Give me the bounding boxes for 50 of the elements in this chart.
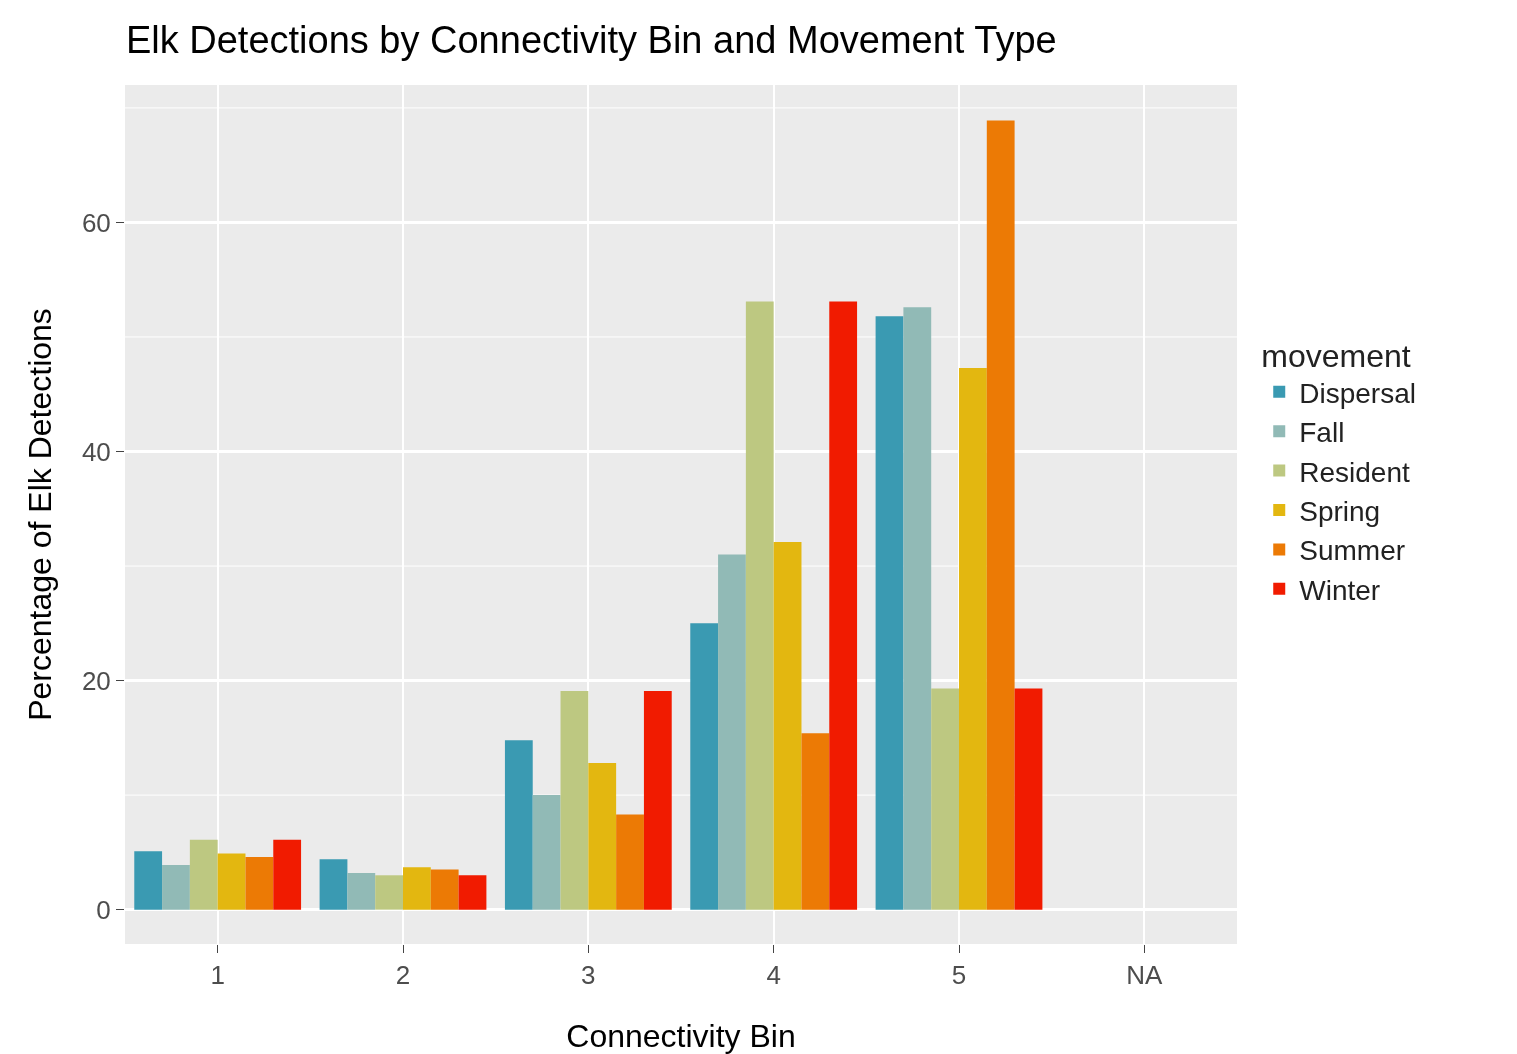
- y-tick-label: 40: [81, 436, 111, 467]
- bar: [903, 307, 932, 910]
- legend-label: Dispersal: [1299, 377, 1416, 409]
- bar: [643, 690, 672, 910]
- bar: [773, 541, 802, 910]
- x-tick-label: 1: [210, 960, 225, 991]
- chart-title: Elk Detections by Connectivity Bin and Movement Type: [125, 18, 1057, 61]
- x-tick-label: 4: [766, 960, 781, 991]
- bar: [217, 853, 246, 910]
- bar: [189, 839, 218, 910]
- bar: [162, 864, 190, 910]
- x-axis-title: Connectivity Bin: [566, 1018, 796, 1054]
- bar: [560, 690, 589, 910]
- bar: [430, 869, 459, 910]
- legend-label: Winter: [1299, 574, 1381, 606]
- bar: [458, 875, 487, 910]
- y-tick-label: 20: [81, 665, 111, 696]
- bar: [829, 301, 858, 910]
- bar: [1014, 688, 1043, 910]
- bar: [403, 867, 431, 910]
- bar: [245, 856, 274, 910]
- bar: [959, 367, 987, 910]
- x-tick-label: 5: [951, 960, 967, 991]
- bar: [801, 733, 830, 910]
- bar: [273, 839, 302, 910]
- x-tick-label: 2: [395, 960, 411, 991]
- legend-label: Fall: [1299, 417, 1345, 449]
- x-tick-label: 3: [581, 960, 596, 991]
- bar: [690, 623, 719, 910]
- bar: [347, 872, 376, 910]
- bar: [718, 554, 746, 910]
- bar: [375, 875, 403, 910]
- legend-title: movement: [1261, 338, 1411, 375]
- legend-label: Summer: [1299, 535, 1406, 567]
- legend-label: Spring: [1299, 495, 1381, 527]
- bar: [588, 763, 617, 910]
- legend-label: Resident: [1299, 456, 1410, 488]
- bar: [875, 316, 904, 910]
- bar: [986, 120, 1015, 910]
- x-tick-label: NA: [1126, 960, 1164, 991]
- bar: [532, 795, 561, 910]
- y-axis-title: Percentage of Elk Detections: [22, 308, 58, 721]
- bar: [319, 859, 348, 910]
- bar: [745, 301, 774, 910]
- bar: [134, 851, 163, 910]
- y-tick-label: 60: [81, 207, 111, 238]
- bar: [504, 740, 533, 910]
- bar: [616, 814, 644, 910]
- y-tick-label: 0: [96, 894, 111, 925]
- bar: [931, 688, 959, 910]
